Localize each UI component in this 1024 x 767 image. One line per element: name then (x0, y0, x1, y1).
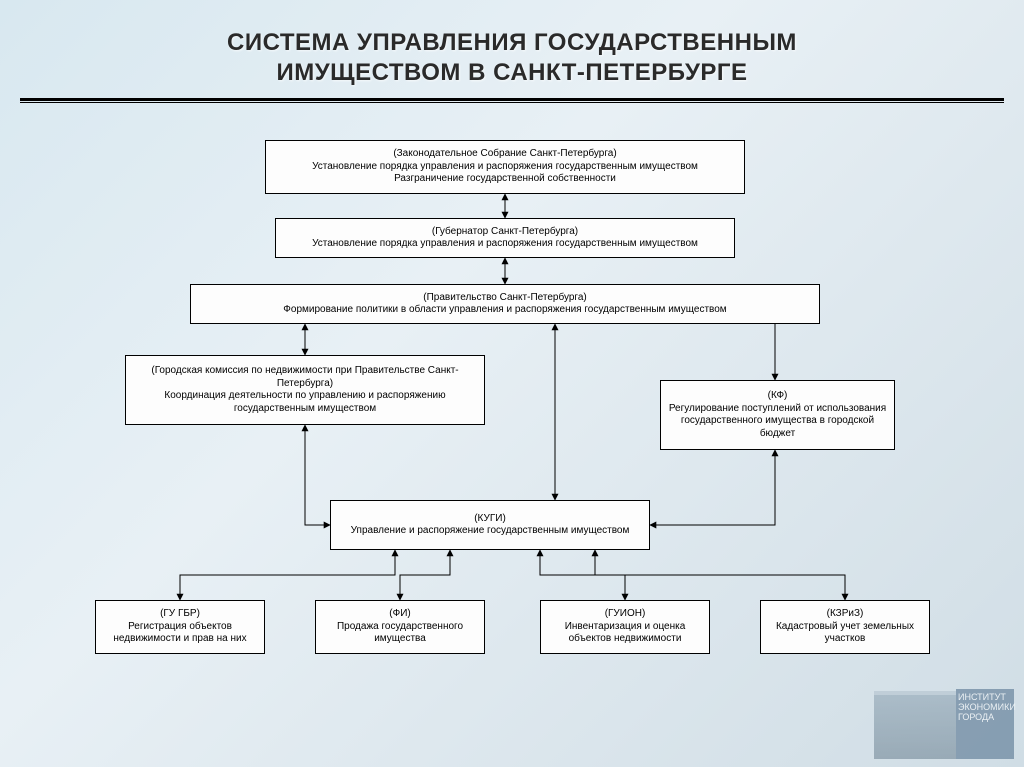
node-kugi: (КУГИ)Управление и распоряжение государс… (330, 500, 650, 550)
node-kugi-org: (КУГИ) (474, 513, 506, 526)
node-government-desc: Формирование политики в области управлен… (283, 304, 726, 317)
node-commission-desc: Координация деятельности по управлению и… (132, 390, 478, 415)
node-legislature-org: (Законодательное Собрание Санкт-Петербур… (393, 148, 616, 161)
node-gbr: (ГУ ГБР)Регистрация объектов недвижимост… (95, 600, 265, 654)
node-fi: (ФИ)Продажа государственного имущества (315, 600, 485, 654)
edge-kugi-gbr (180, 550, 395, 600)
node-gbr-desc: Регистрация объектов недвижимости и прав… (102, 621, 258, 646)
edge-kugi-fi (400, 550, 450, 600)
node-governor-org: (Губернатор Санкт-Петербурга) (432, 226, 578, 239)
node-fi-desc: Продажа государственного имущества (322, 621, 478, 646)
node-government: (Правительство Санкт-Петербурга)Формиров… (190, 284, 820, 324)
node-kzriz-org: (КЗРиЗ) (827, 608, 864, 621)
node-gbr-org: (ГУ ГБР) (160, 608, 200, 621)
node-kugi-desc: Управление и распоряжение государственны… (351, 525, 630, 538)
node-governor: (Губернатор Санкт-Петербурга)Установлени… (275, 218, 735, 258)
node-fi-org: (ФИ) (389, 608, 410, 621)
node-governor-desc: Установление порядка управления и распор… (312, 238, 698, 251)
node-commission-org: (Городская комиссия по недвижимости при … (132, 365, 478, 390)
node-kf: (КФ)Регулирование поступлений от использ… (660, 380, 895, 450)
node-kf-org: (КФ) (768, 390, 788, 403)
node-legislature-desc: Разграничение государственной собственно… (394, 173, 616, 186)
edge-commission-kugi (305, 425, 330, 525)
edge-kf-kugi (650, 450, 775, 525)
node-commission: (Городская комиссия по недвижимости при … (125, 355, 485, 425)
node-kf-desc: Регулирование поступлений от использован… (667, 403, 888, 441)
node-guion-org: (ГУИОН) (605, 608, 646, 621)
node-kzriz: (КЗРиЗ)Кадастровый учет земельных участк… (760, 600, 930, 654)
node-guion-desc: Инвентаризация и оценка объектов недвижи… (547, 621, 703, 646)
node-government-org: (Правительство Санкт-Петербурга) (423, 292, 587, 305)
node-guion: (ГУИОН)Инвентаризация и оценка объектов … (540, 600, 710, 654)
node-legislature: (Законодательное Собрание Санкт-Петербур… (265, 140, 745, 194)
node-kzriz-desc: Кадастровый учет земельных участков (767, 621, 923, 646)
edge-kugi-kzriz (595, 550, 845, 600)
node-legislature-desc: Установление порядка управления и распор… (312, 161, 698, 174)
